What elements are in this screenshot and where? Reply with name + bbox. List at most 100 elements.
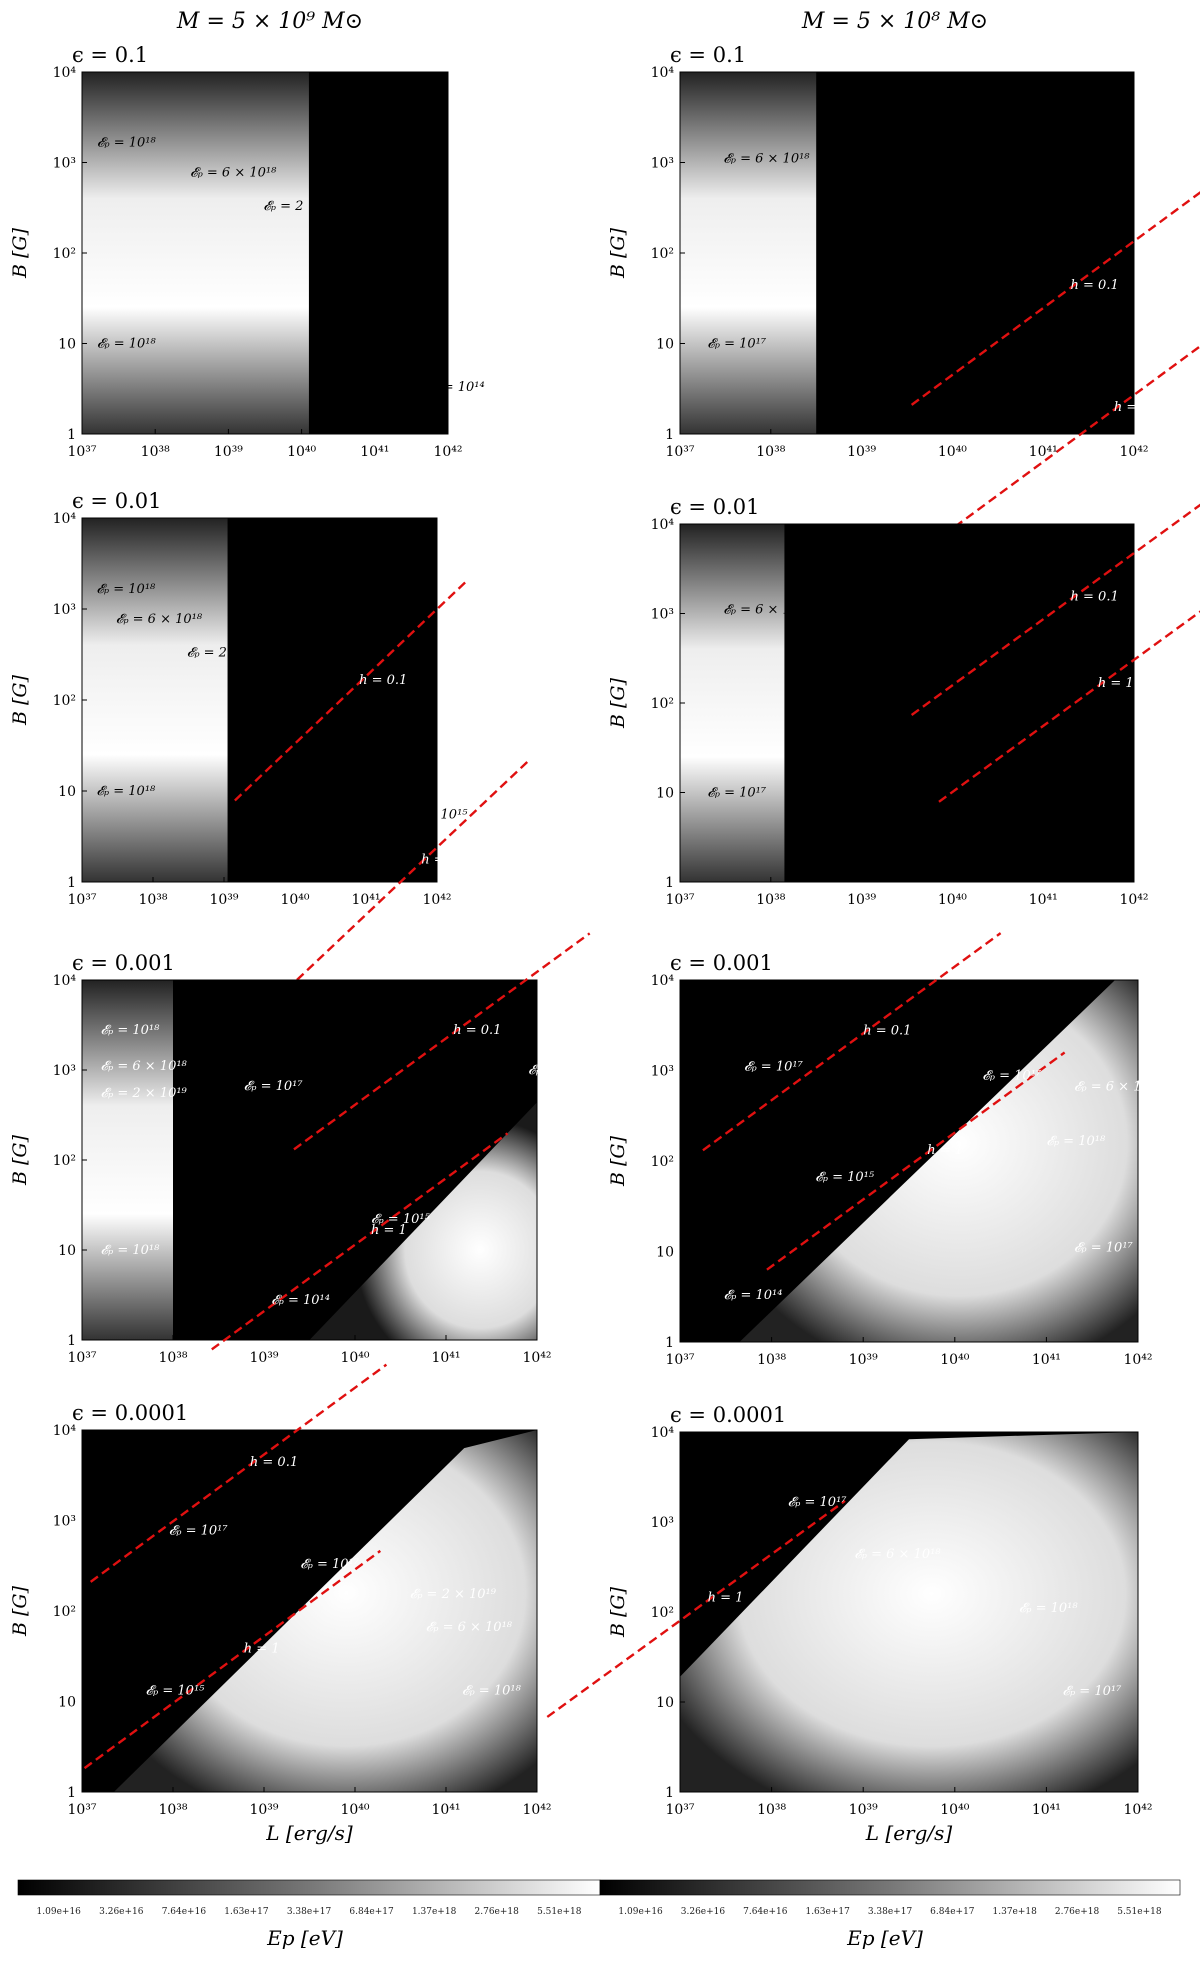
contour-label: h = 1 — [244, 1641, 280, 1656]
column-title-left: M = 5 × 10⁹ M⊙ — [176, 9, 363, 34]
colorbar-tick-label: 6.84e+17 — [930, 1907, 975, 1917]
contour-label: 𝓔ₚ = 6 × 10¹⁸ — [426, 1620, 513, 1635]
colorbar-tick-label: 3.38e+17 — [287, 1907, 332, 1917]
h-line — [546, 1499, 846, 1718]
colorbar-tick-label: 2.76e+18 — [475, 1907, 520, 1917]
heatmap-light-region — [309, 1102, 537, 1340]
x-tick-label: 10⁴¹ — [431, 1350, 460, 1366]
y-tick-label: 10³ — [53, 602, 76, 618]
y-tick-label: 10² — [53, 1604, 76, 1620]
contour-label: 𝓔ₚ = 10¹⁸ — [96, 582, 156, 597]
panel-title: ϵ = 0.01 — [670, 495, 759, 519]
colorbar-tick-label: 3.26e+16 — [99, 1907, 144, 1917]
contour-label: 𝓔ₚ = 10¹⁷ — [1063, 1684, 1123, 1699]
contour-label: 𝓔ₚ = 10¹⁵ — [815, 1170, 875, 1185]
h-line — [83, 1549, 382, 1770]
x-tick-label: 10⁴¹ — [1029, 892, 1058, 908]
panel-1-2: 𝓔ₚ = 10¹⁷ h = 0.1 𝓔ₚ = 10¹⁷ 𝓔ₚ = 6 × 10¹⁸ 𝓔ₚ… — [607, 932, 1161, 1368]
colorbar-tick-label: 3.38e+17 — [868, 1907, 913, 1917]
contour-label: 𝓔ₚ = 10¹⁷ — [1059, 786, 1119, 801]
x-tick-label: 10³⁸ — [141, 444, 170, 460]
contour-label: h = 0.1 — [250, 1455, 298, 1470]
contour-label: 𝓔ₚ = 10¹⁵ — [409, 807, 469, 822]
contour-label: 𝓔ₚ = 6 × 10¹⁸ — [190, 166, 277, 181]
y-tick-label: 10 — [656, 1695, 674, 1711]
contour-label: 𝓔ₚ = 10¹⁸ — [1046, 1134, 1106, 1149]
x-tick-label: 10³⁸ — [158, 1350, 187, 1366]
x-tick-label: 10³⁹ — [249, 1350, 278, 1366]
contour-label: 𝓔ₚ = 10¹⁴ — [271, 1293, 330, 1308]
contour-label: h = 1 — [1098, 676, 1134, 691]
contour-label: 𝓔ₚ = 6 × 10¹⁸ — [723, 603, 810, 618]
contour-label: h = 1 — [421, 852, 457, 867]
contour-label: 𝓔ₚ = 2 × 10¹⁹ — [101, 1086, 188, 1101]
y-axis-label: B [G] — [9, 227, 31, 279]
y-tick-label: 10⁴ — [53, 65, 77, 81]
panel-title: ϵ = 0.0001 — [72, 1401, 188, 1425]
x-tick-label: 10⁴¹ — [1032, 1352, 1061, 1368]
contour-label: 𝓔ₚ = 10¹⁴ — [724, 1288, 783, 1303]
heatmap-light-region — [82, 72, 309, 434]
x-tick-label: 10³⁹ — [849, 1802, 878, 1818]
contour-label: h = 1 — [371, 1223, 407, 1238]
contour-label: 𝓔ₚ = 6 × 10¹⁸ — [1074, 1080, 1161, 1095]
h-line — [938, 610, 1200, 803]
contour-label: h = 0.1 — [453, 1023, 501, 1038]
column-title-right: M = 5 × 10⁸ M⊙ — [801, 9, 988, 34]
y-tick-label: 10² — [651, 1605, 674, 1621]
panel-0-3: 𝓔ₚ = 10¹⁷ h = 0.1 𝓔ₚ = 10¹⁷ 𝓔ₚ = 2 × 10¹⁹ 𝓔ₚ… — [9, 1363, 552, 1845]
panel-title: ϵ = 0.1 — [72, 43, 148, 67]
panel-0-2: 𝓔ₚ = 10¹⁸ 𝓔ₚ = 6 × 10¹⁸ 𝓔ₚ = 2 × 10¹⁹ 𝓔ₚ = … — [9, 932, 591, 1366]
y-tick-label: 10³ — [53, 1514, 76, 1530]
colorbar-tick-label: 1.63e+17 — [805, 1907, 850, 1917]
contour-label: 𝓔ₚ = 10¹⁵ — [146, 1683, 206, 1698]
heatmap-light-region — [82, 518, 228, 882]
colorbar-tick-label: 5.51e+18 — [1117, 1907, 1162, 1917]
h-line — [910, 503, 1200, 716]
contour-label: 𝓔ₚ = 10¹⁷ — [905, 152, 965, 167]
heatmap-light-region — [680, 72, 817, 434]
colorbar-left-label: Ep [eV] — [266, 1926, 343, 1950]
y-tick-label: 10⁴ — [53, 1423, 77, 1439]
x-tick-label: 10³⁷ — [67, 1350, 96, 1366]
colorbar-right-gradient — [599, 1879, 1181, 1896]
contour-label: 𝓔ₚ = 2 × 10¹⁹ — [410, 1587, 497, 1602]
x-tick-label: 10³⁹ — [847, 444, 876, 460]
contour-label: 𝓔ₚ = 10¹⁷ — [707, 786, 767, 801]
colorbar-tick-label: 1.63e+17 — [224, 1907, 269, 1917]
contour-label: 𝓔ₚ = 2 × 10¹⁹ — [263, 199, 350, 214]
contour-label: 𝓔ₚ = 10¹⁴ — [426, 380, 485, 395]
y-tick-label: 10 — [656, 1245, 674, 1261]
contour-label: 𝓔ₚ = 10¹⁸ — [1019, 1601, 1079, 1616]
contour-label: h = 0.1 — [863, 1023, 911, 1038]
contour-label: 𝓔ₚ = 10¹⁷ — [528, 1063, 588, 1078]
y-tick-label: 10³ — [651, 1064, 674, 1080]
panel-title: ϵ = 0.001 — [670, 951, 773, 975]
y-tick-label: 1 — [665, 1785, 674, 1801]
contour-label: 𝓔ₚ = 10¹⁷ — [814, 603, 874, 618]
colorbar-tick-label: 2.76e+18 — [1055, 1907, 1100, 1917]
colorbar-tick-label: 7.64e+16 — [162, 1907, 207, 1917]
contour-label: 𝓔ₚ = 10¹⁷ — [1074, 1241, 1134, 1256]
y-tick-label: 1 — [67, 427, 76, 443]
contour-label: h = 0.1 — [359, 673, 407, 688]
y-tick-label: 10⁴ — [651, 65, 675, 81]
y-axis-label: B [G] — [9, 674, 31, 726]
y-tick-label: 1 — [665, 875, 674, 891]
y-tick-label: 10³ — [651, 607, 674, 623]
x-tick-label: 10³⁹ — [847, 892, 876, 908]
x-tick-label: 10³⁷ — [665, 444, 694, 460]
x-tick-label: 10⁴² — [522, 1350, 551, 1366]
h-line — [234, 581, 467, 802]
colorbar-tick-label: 6.84e+17 — [349, 1907, 394, 1917]
x-axis-label: L [erg/s] — [865, 1821, 953, 1845]
contour-label: 𝓔ₚ = 10¹⁸ — [96, 784, 156, 799]
x-tick-label: 10³⁹ — [214, 444, 243, 460]
y-tick-label: 10⁴ — [53, 511, 77, 527]
y-tick-label: 1 — [67, 875, 76, 891]
contour-label: 𝓔ₚ = 10¹⁷ — [346, 172, 406, 187]
contour-label: 𝓔ₚ = 10¹⁷ — [244, 1079, 304, 1094]
y-tick-label: 10⁴ — [651, 517, 675, 533]
x-tick-label: 10⁴⁰ — [280, 892, 309, 908]
